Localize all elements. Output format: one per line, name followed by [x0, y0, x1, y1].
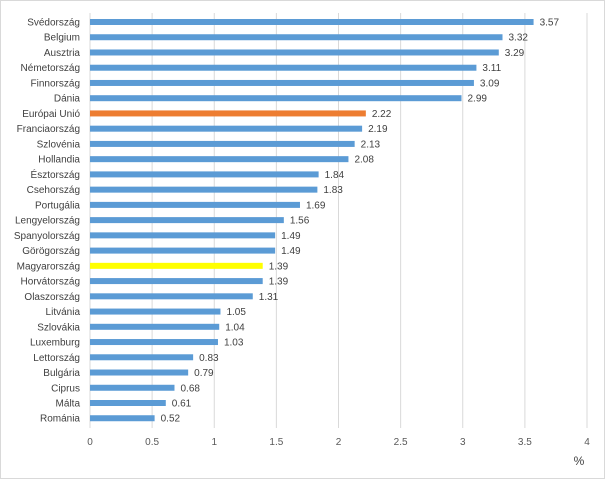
bar	[90, 293, 253, 300]
category-label: Bulgária	[43, 368, 80, 379]
x-tick-label: 2.5	[394, 437, 408, 448]
x-tick-label: 3	[460, 437, 466, 448]
bar	[90, 339, 218, 346]
bar	[90, 201, 300, 208]
value-label: 1.56	[290, 216, 310, 227]
value-label: 1.69	[306, 200, 326, 211]
value-label: 2.13	[361, 139, 381, 150]
bar	[90, 140, 355, 147]
category-labels: Svédország Belgium Ausztria Németország Finn…	[14, 18, 81, 425]
x-tick-label: 3.5	[518, 437, 532, 448]
category-label: Csehország	[27, 185, 80, 196]
category-label: Horvátország	[21, 277, 80, 288]
category-label: Ciprus	[51, 383, 80, 394]
value-label: 1.49	[281, 231, 301, 242]
value-labels: 3.57 3.32 3.29 3.11 3.09 2.99 2.22 2.19 2.13 2.08…	[161, 18, 560, 425]
x-tick-label: 1	[211, 437, 217, 448]
category-label: Spanyolország	[14, 231, 80, 242]
value-label: 1.39	[269, 261, 289, 272]
category-label: Európai Unió	[22, 109, 80, 120]
category-label: Portugália	[35, 200, 80, 211]
category-label: Litvánia	[46, 307, 81, 318]
bar	[90, 34, 503, 41]
category-label: Hollandia	[38, 155, 80, 166]
bar	[90, 400, 166, 406]
category-label: Olaszország	[24, 292, 80, 303]
bar	[90, 171, 319, 178]
bar	[90, 278, 263, 285]
category-label: Észtország	[31, 168, 80, 181]
value-label: 1.83	[323, 185, 343, 196]
bar	[90, 354, 194, 361]
x-axis-ticks: 0 0.5 1 1.5 2 2.5 3 3.5 4	[87, 437, 590, 448]
value-label: 3.09	[480, 78, 500, 89]
bar	[90, 217, 284, 224]
bars	[90, 19, 534, 422]
category-label: Szlovákia	[37, 322, 80, 333]
bar	[90, 262, 263, 269]
value-label: 1.05	[226, 307, 246, 318]
bar	[90, 156, 349, 163]
bar	[90, 232, 276, 239]
value-label: 0.68	[180, 383, 200, 394]
value-label: 3.57	[540, 18, 560, 29]
bar	[90, 79, 474, 86]
bar	[90, 64, 477, 71]
bar	[90, 323, 220, 330]
value-label: 1.03	[224, 338, 244, 349]
bar	[90, 384, 175, 391]
value-label: 1.31	[259, 292, 279, 303]
value-label: 2.22	[372, 109, 392, 120]
value-label: 2.99	[468, 94, 488, 105]
category-label: Svédország	[27, 18, 80, 29]
value-label: 2.19	[368, 124, 388, 135]
category-label: Görögország	[22, 246, 80, 257]
x-axis-label: %	[574, 454, 585, 468]
category-label: Franciaország	[17, 124, 80, 135]
value-label: 1.84	[325, 170, 345, 181]
bar	[90, 415, 155, 422]
value-label: 1.04	[225, 322, 245, 333]
value-label: 0.83	[199, 353, 219, 364]
value-label: 0.79	[194, 368, 214, 379]
value-label: 1.49	[281, 246, 301, 257]
bar	[90, 369, 189, 376]
category-label: Magyarország	[17, 261, 80, 272]
x-tick-label: 2	[336, 437, 342, 448]
bar	[90, 49, 499, 56]
category-label: Málta	[56, 399, 81, 410]
value-label: 3.11	[482, 63, 501, 74]
value-label: 2.08	[354, 155, 374, 166]
bar	[90, 95, 462, 102]
x-tick-label: 4	[584, 437, 590, 448]
bar	[90, 308, 221, 315]
category-label: Lettország	[33, 353, 80, 364]
bar	[90, 125, 363, 132]
category-label: Luxemburg	[30, 338, 80, 349]
value-label: 3.29	[505, 48, 525, 59]
category-label: Szlovénia	[37, 139, 81, 150]
x-tick-label: 0	[87, 437, 93, 448]
category-label: Románia	[40, 414, 80, 425]
bar	[90, 19, 534, 25]
category-label: Lengyelország	[15, 216, 80, 227]
category-label: Németország	[21, 63, 80, 74]
value-label: 1.39	[269, 277, 289, 288]
bar	[90, 110, 366, 117]
value-label: 0.61	[172, 399, 192, 410]
bar	[90, 247, 276, 254]
category-label: Finnország	[31, 78, 80, 89]
category-label: Ausztria	[44, 48, 81, 59]
bar	[90, 186, 318, 193]
category-label: Belgium	[44, 33, 80, 44]
x-tick-label: 1.5	[269, 437, 283, 448]
value-label: 0.52	[161, 414, 181, 425]
category-label: Dánia	[54, 94, 81, 105]
x-tick-label: 0.5	[145, 437, 159, 448]
value-label: 3.32	[509, 33, 529, 44]
